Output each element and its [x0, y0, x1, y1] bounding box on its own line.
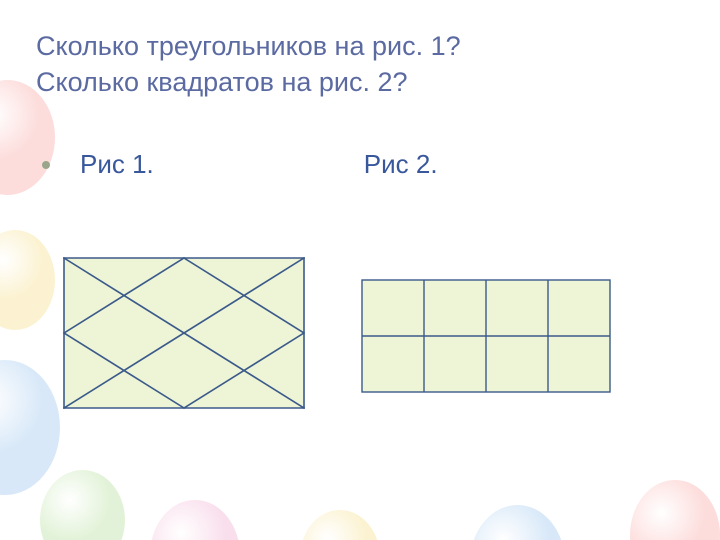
slide-title: Сколько треугольников на рис. 1? Сколько…: [36, 28, 684, 101]
caption-figure-1: Рис 1.: [80, 149, 154, 180]
title-line-1: Сколько треугольников на рис. 1?: [36, 31, 461, 61]
figure-2: [360, 278, 612, 394]
title-line-2: Сколько квадратов на рис. 2?: [36, 67, 408, 97]
slide-content: Сколько треугольников на рис. 1? Сколько…: [0, 0, 720, 180]
caption-figure-2: Рис 2.: [364, 149, 438, 180]
figure-1: [62, 256, 306, 410]
bullet-icon: [42, 161, 50, 169]
figure-captions: Рис 1. Рис 2.: [36, 149, 684, 180]
